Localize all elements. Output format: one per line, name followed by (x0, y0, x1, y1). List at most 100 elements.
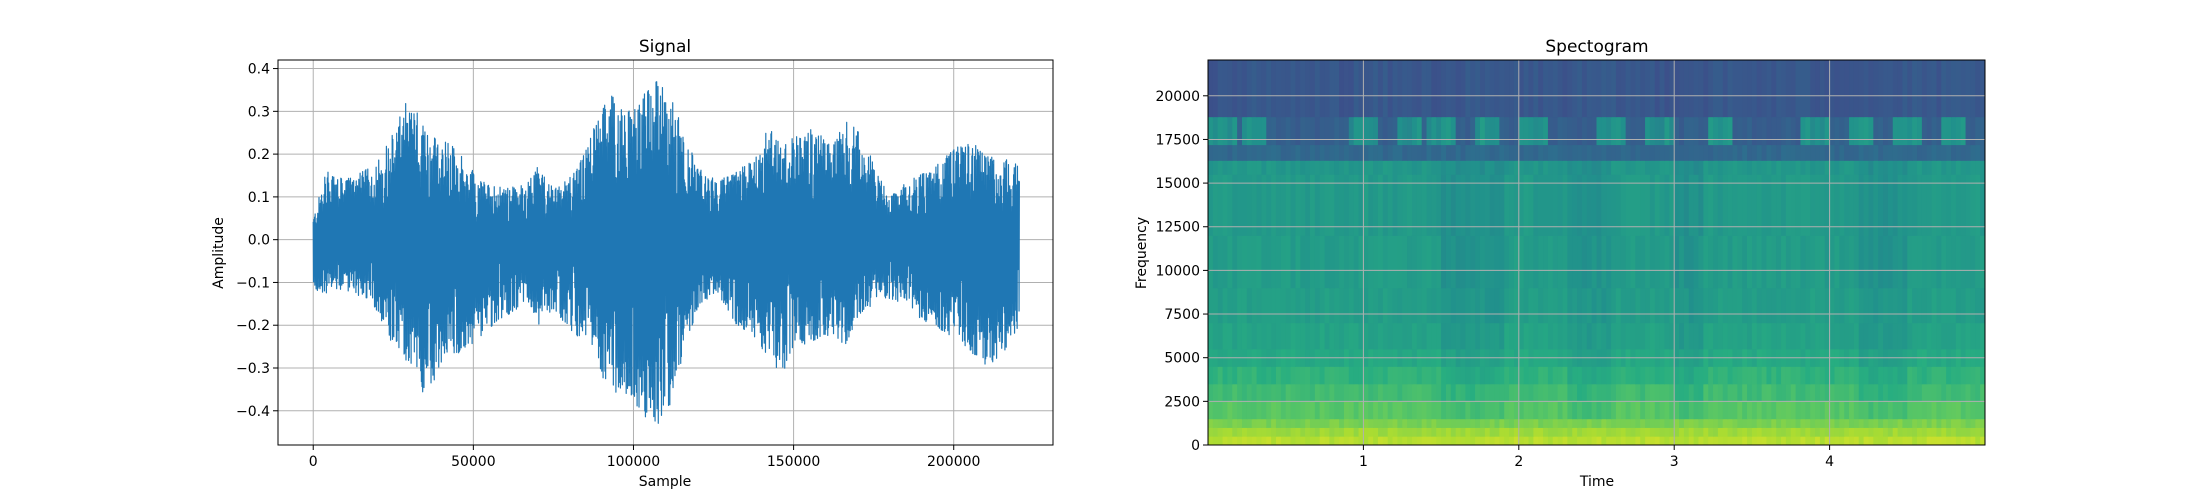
spectrogram-cell (1309, 383, 1316, 402)
spectrogram-cell (1343, 160, 1350, 175)
spectrogram-cell (1620, 144, 1627, 161)
spectrogram-cell (1397, 174, 1403, 236)
spectrogram-cell (1664, 322, 1670, 350)
spectrogram-cell (1377, 144, 1384, 161)
spectrogram-cell (1815, 235, 1821, 289)
spectrogram-cell (1421, 144, 1428, 161)
spectrogram-axes-frame (1207, 59, 1986, 446)
spectrogram-cell (1528, 427, 1534, 437)
spectrogram-cell (1819, 287, 1826, 324)
spectrogram-cell (1567, 383, 1573, 402)
spectrogram-cell (1339, 235, 1345, 289)
spectrogram-cell (1921, 160, 1928, 175)
spectrogram-cell (1397, 436, 1403, 445)
spectrogram-cell (1606, 116, 1612, 146)
spectrogram-cell (1679, 160, 1685, 175)
spectrogram-cell (1674, 116, 1680, 146)
spectrogram-cell (1887, 174, 1894, 236)
spectrogram-cell (1606, 427, 1612, 437)
spectrogram-cell (1713, 287, 1719, 324)
spectrogram-cell (1683, 383, 1690, 402)
spectrogram-cell (1300, 174, 1306, 236)
spectrogram-cell (1703, 60, 1709, 118)
spectrogram-cell (1751, 322, 1758, 350)
spectrogram-cell (1392, 144, 1398, 161)
spectrogram-cell (1683, 401, 1690, 420)
spectrogram-cell (1426, 427, 1432, 437)
spectrogram-cell (1358, 116, 1364, 146)
spectrogram-cell (1951, 235, 1957, 289)
spectrogram-cell (1951, 366, 1957, 385)
spectrogram-cell (1785, 144, 1792, 161)
spectrogram-cell (1742, 116, 1748, 146)
spectrogram-cell (1431, 436, 1437, 445)
spectrogram-cell (1402, 144, 1408, 161)
spectrogram-cell (1538, 322, 1544, 350)
spectrogram-cell (1484, 60, 1491, 118)
spectrogram-cell (1674, 322, 1680, 350)
spectrogram-cell (1756, 174, 1763, 236)
spectrogram-cell (1606, 418, 1612, 428)
spectrogram-cell (1630, 60, 1636, 118)
spectrogram-cell (1397, 401, 1403, 420)
spectrogram-cell (1407, 116, 1413, 146)
spectrogram-cell (1970, 287, 1976, 324)
spectrogram-cell (1557, 160, 1564, 175)
spectrogram-y-tick-label: 15000 (1155, 176, 1200, 192)
spectrogram-cell (1509, 160, 1515, 175)
spectrogram-cell (1572, 174, 1578, 236)
spectrogram-cell (1543, 401, 1549, 420)
spectrogram-cell (1411, 418, 1418, 428)
spectrogram-cell (1965, 401, 1972, 420)
spectrogram-cell (1878, 174, 1884, 236)
spectrogram-cell (1411, 366, 1418, 385)
spectrogram-cell (1883, 436, 1889, 445)
spectrogram-cell (1586, 427, 1593, 437)
spectrogram-cell (1285, 436, 1292, 445)
spectrogram-cell (1858, 160, 1865, 175)
spectrogram-cell (1722, 144, 1729, 161)
spectrogram-cell (1771, 383, 1777, 402)
spectrogram-cell (1547, 116, 1554, 146)
spectrogram-cell (1290, 235, 1297, 289)
spectrogram-cell (1295, 401, 1301, 420)
spectrogram-cell (1824, 144, 1831, 161)
spectrogram-cell (1669, 60, 1675, 118)
spectrogram-cell (1795, 418, 1802, 428)
spectrogram-cell (1921, 418, 1928, 428)
spectrogram-cell (1562, 418, 1568, 428)
spectrogram-cell (1965, 174, 1972, 236)
spectrogram-cell (1504, 366, 1510, 385)
spectrogram-cell (1222, 60, 1229, 118)
spectrogram-cell (1640, 401, 1646, 420)
spectrogram-cell (1664, 383, 1670, 402)
spectrogram-cell (1523, 235, 1530, 289)
spectrogram-cell (1955, 160, 1962, 175)
spectrogram-cell (1324, 60, 1331, 118)
spectrogram-cell (1902, 383, 1908, 402)
spectrogram-cell (1455, 60, 1462, 118)
signal-x-ticks: 0 50000 100000 150000 200000 (309, 445, 980, 470)
spectrogram-cell (1586, 144, 1593, 161)
spectrogram-cell (1251, 116, 1258, 146)
spectrogram-cell (1737, 235, 1743, 289)
spectrogram-cell (1324, 366, 1331, 385)
spectrogram-cell (1863, 322, 1870, 350)
spectrogram-cell (1970, 174, 1976, 236)
spectrogram-cell (1363, 427, 1369, 437)
spectrogram-cell (1387, 322, 1394, 350)
spectrogram-cell (1339, 144, 1345, 161)
spectrogram-cell (1227, 174, 1233, 236)
spectrogram-cell (1450, 401, 1457, 420)
spectrogram-cell (1805, 287, 1811, 324)
spectrogram-cell (1664, 287, 1670, 324)
spectrogram-cell (1747, 235, 1753, 289)
spectrogram-cell (1460, 436, 1466, 445)
signal-xlabel: Sample (639, 474, 692, 490)
spectrogram-cell (1683, 436, 1690, 445)
spectrogram-cell (1965, 287, 1972, 324)
spectrogram-cell (1431, 235, 1437, 289)
spectrogram-cell (1280, 322, 1287, 350)
spectrogram-cell (1479, 366, 1486, 385)
spectrogram-cell (1528, 366, 1534, 385)
